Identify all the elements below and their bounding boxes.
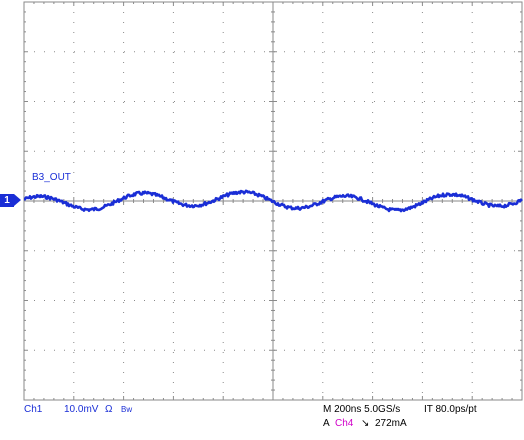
status-timebase: M 200ns 5.0GS/s: [323, 404, 401, 415]
status-channel: Ch1: [24, 404, 43, 415]
status-trigger-prefix: A: [323, 418, 330, 429]
status-trigger-level: 272mA: [375, 418, 407, 429]
status-scale: 10.0mV: [64, 404, 99, 415]
status-bandwidth-limit: Bw: [121, 405, 133, 414]
channel-1-position-marker[interactable]: 1: [0, 194, 14, 207]
trace-label: B3_OUT: [32, 172, 71, 183]
channel-1-marker-arrow-icon: [14, 194, 21, 206]
status-impedance-icon: Ω: [105, 404, 113, 415]
status-trigger-source: Ch4: [335, 418, 354, 429]
status-interpolation: IT 80.0ps/pt: [424, 404, 477, 415]
channel-1-waveform: [23, 189, 523, 213]
trigger-slope-icon: ↘: [361, 418, 370, 429]
